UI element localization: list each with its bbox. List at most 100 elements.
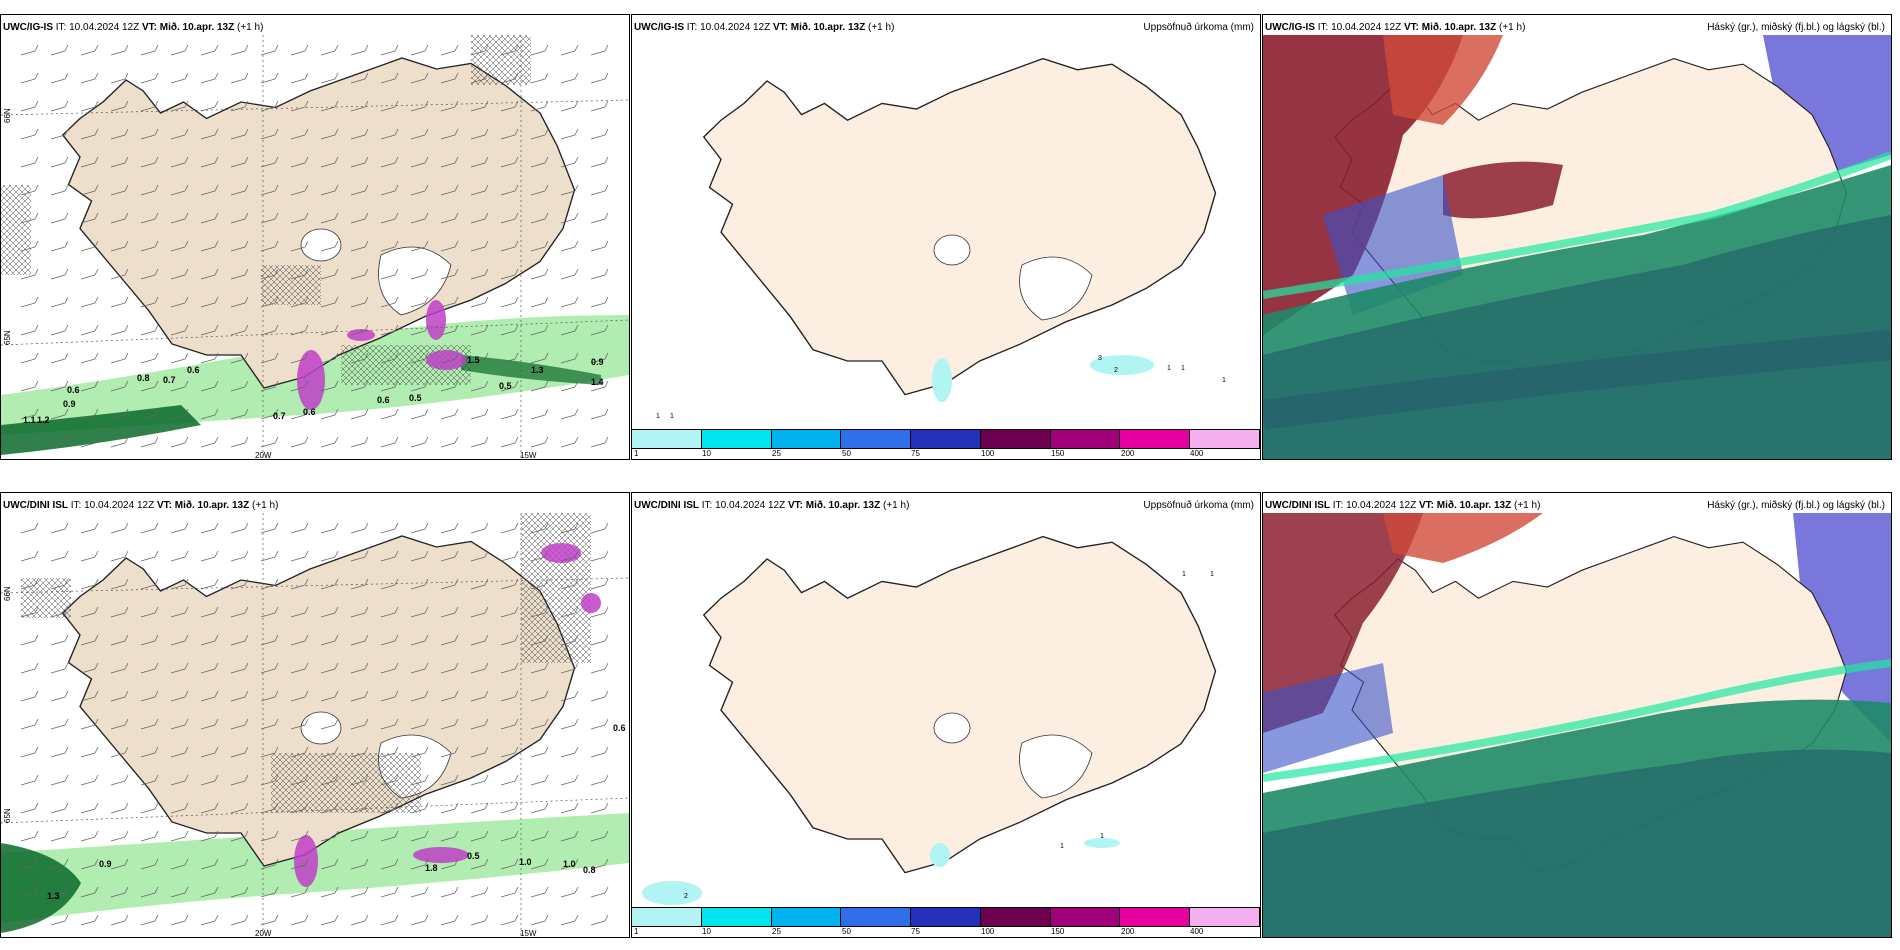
wind-barb bbox=[50, 100, 69, 112]
valid-time: Mið. 10.apr. 13Z bbox=[1421, 22, 1497, 33]
panel-header: UWC/IG-IS IT: 10.04.2024 12Z VT: Mið. 10… bbox=[3, 21, 623, 35]
wind-barb bbox=[440, 550, 459, 562]
colorbar-cell bbox=[1190, 430, 1260, 448]
wind-barb bbox=[500, 578, 519, 590]
wind-barb bbox=[380, 128, 399, 140]
wind-barb bbox=[590, 886, 609, 898]
vt-label: VT: bbox=[787, 500, 803, 511]
wind-barb bbox=[260, 886, 279, 898]
wind-barb bbox=[560, 324, 579, 336]
wind-barb bbox=[80, 380, 99, 392]
wind-barb bbox=[140, 352, 159, 364]
wind-barb bbox=[560, 802, 579, 814]
wind-barb bbox=[560, 830, 579, 842]
wind-barb bbox=[290, 718, 309, 730]
wind-barb bbox=[380, 268, 399, 280]
wind-barb bbox=[560, 858, 579, 870]
wind-barb bbox=[80, 268, 99, 280]
wind-barb bbox=[470, 156, 489, 168]
wind-barb bbox=[500, 830, 519, 842]
wind-barb bbox=[230, 550, 249, 562]
wind-barb bbox=[590, 240, 609, 252]
wind-barb bbox=[170, 830, 189, 842]
colorbar-cell bbox=[1050, 908, 1121, 926]
panel-bot-cloud: UWC/DINI ISL IT: 10.04.2024 12Z VT: Mið.… bbox=[1262, 492, 1892, 938]
wind-barb bbox=[590, 380, 609, 392]
wind-barb bbox=[470, 212, 489, 224]
wind-barb bbox=[290, 858, 309, 870]
wind-barb bbox=[530, 886, 549, 898]
wind-barb bbox=[230, 296, 249, 308]
wind-barb bbox=[380, 774, 399, 786]
wind-barb bbox=[560, 662, 579, 674]
wind-barb bbox=[320, 858, 339, 870]
wind-barb bbox=[380, 184, 399, 196]
wind-barb bbox=[170, 436, 189, 448]
model-name: UWC/DINI ISL bbox=[3, 500, 68, 511]
wind-barb bbox=[500, 746, 519, 758]
wind-barb bbox=[560, 212, 579, 224]
wind-barb bbox=[110, 380, 129, 392]
wind-barb bbox=[260, 324, 279, 336]
wind-barb bbox=[350, 156, 369, 168]
it-label: IT: bbox=[1332, 500, 1344, 511]
precip-value: 0.9 bbox=[591, 357, 604, 367]
wind-barb bbox=[440, 408, 459, 420]
wind-barb bbox=[200, 380, 219, 392]
panel-title: Háský (gr.), miðský (fj.bl.) og lágský (… bbox=[1707, 22, 1885, 33]
wind-barb bbox=[80, 774, 99, 786]
wind-barb bbox=[590, 746, 609, 758]
wind-barb bbox=[560, 408, 579, 420]
wind-barb bbox=[110, 690, 129, 702]
wind-barb bbox=[260, 802, 279, 814]
wind-barb bbox=[470, 380, 489, 392]
wind-barb bbox=[290, 240, 309, 252]
wind-barb bbox=[50, 128, 69, 140]
wind-barb bbox=[80, 858, 99, 870]
precip-value: 1 bbox=[1060, 843, 1064, 850]
wind-barb bbox=[20, 72, 39, 84]
wind-barb bbox=[110, 522, 129, 534]
wind-barb bbox=[230, 662, 249, 674]
wind-barb bbox=[140, 184, 159, 196]
wind-barb bbox=[20, 914, 39, 926]
wind-barb bbox=[20, 296, 39, 308]
panel-top-cloud: UWC/IG-IS IT: 10.04.2024 12Z VT: Mið. 10… bbox=[1262, 14, 1892, 460]
wind-barb bbox=[530, 662, 549, 674]
wind-barb bbox=[50, 802, 69, 814]
wind-barb bbox=[350, 128, 369, 140]
wind-barb bbox=[80, 914, 99, 926]
wind-barb bbox=[320, 830, 339, 842]
wind-barb bbox=[410, 522, 429, 534]
wind-barb bbox=[320, 436, 339, 448]
it-label: IT: bbox=[686, 22, 698, 33]
wind-barb bbox=[530, 550, 549, 562]
wind-barb bbox=[350, 718, 369, 730]
wind-barb bbox=[290, 634, 309, 646]
wind-barb bbox=[290, 44, 309, 56]
wind-barb bbox=[140, 240, 159, 252]
wind-barb bbox=[380, 746, 399, 758]
wind-barb bbox=[170, 100, 189, 112]
wind-barb bbox=[140, 296, 159, 308]
wind-barb bbox=[530, 408, 549, 420]
wind-barb bbox=[200, 746, 219, 758]
wind-barb bbox=[260, 240, 279, 252]
init-time: 10.04.2024 12Z bbox=[715, 500, 786, 511]
wind-barb bbox=[560, 634, 579, 646]
wind-barb bbox=[350, 100, 369, 112]
panel-header: UWC/DINI ISL IT: 10.04.2024 12Z VT: Mið.… bbox=[3, 499, 623, 513]
wind-barb bbox=[560, 718, 579, 730]
precip-value: 1 bbox=[1100, 833, 1104, 840]
lon-tick-15w: 15W bbox=[520, 451, 537, 460]
wind-barb bbox=[470, 44, 489, 56]
accumulated-precip-map bbox=[632, 15, 1260, 459]
wind-barb bbox=[290, 296, 309, 308]
wind-barb bbox=[410, 662, 429, 674]
wind-barb bbox=[290, 802, 309, 814]
wind-barb bbox=[440, 634, 459, 646]
wind-barb bbox=[20, 578, 39, 590]
colorbar-label: 150 bbox=[1051, 449, 1065, 458]
wind-barb bbox=[350, 268, 369, 280]
colorbar-label: 1 bbox=[634, 927, 639, 936]
